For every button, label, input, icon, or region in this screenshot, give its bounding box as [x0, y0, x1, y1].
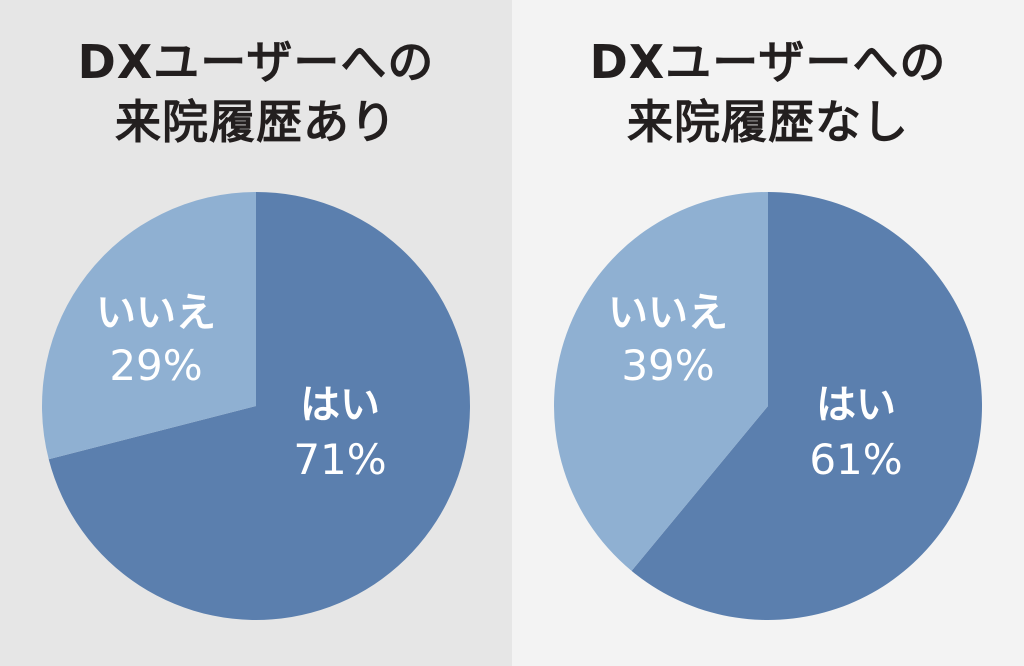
chart-title-line-1: DXユーザーへの	[589, 35, 947, 89]
slice-value-label: 71%	[293, 435, 386, 484]
pie-chart: はい 71% いいえ 29%	[41, 191, 470, 620]
slice-category-label: いいえ	[96, 290, 216, 336]
slice-category-label: はい	[816, 382, 896, 428]
slice-value-label: 61%	[809, 435, 902, 484]
chart-title-line-1: DXユーザーへの	[77, 35, 435, 89]
chart-title: DXユーザーへの 来院履歴なし	[512, 32, 1024, 152]
pie-slice-yes	[48, 192, 470, 620]
slice-category-label: はい	[300, 382, 380, 428]
pie-panel-with-history: DXユーザーへの 来院履歴あり はい 71% いいえ 29%	[0, 0, 512, 666]
slice-category-label: いいえ	[608, 290, 728, 336]
pie-chart: はい 61% いいえ 39%	[553, 192, 982, 620]
chart-title-line-2: 来院履歴なし	[627, 95, 909, 149]
pie-slice-yes	[631, 192, 982, 620]
chart-title-line-2: 来院履歴あり	[115, 95, 397, 149]
pie-slice-no	[553, 192, 768, 571]
slice-value-label: 29%	[109, 341, 202, 390]
pie-slice-no	[41, 191, 256, 460]
slice-value-label: 39%	[621, 341, 714, 390]
pie-panel-without-history: DXユーザーへの 来院履歴なし はい 61% いいえ 39%	[512, 0, 1024, 666]
chart-title: DXユーザーへの 来院履歴あり	[0, 32, 512, 152]
